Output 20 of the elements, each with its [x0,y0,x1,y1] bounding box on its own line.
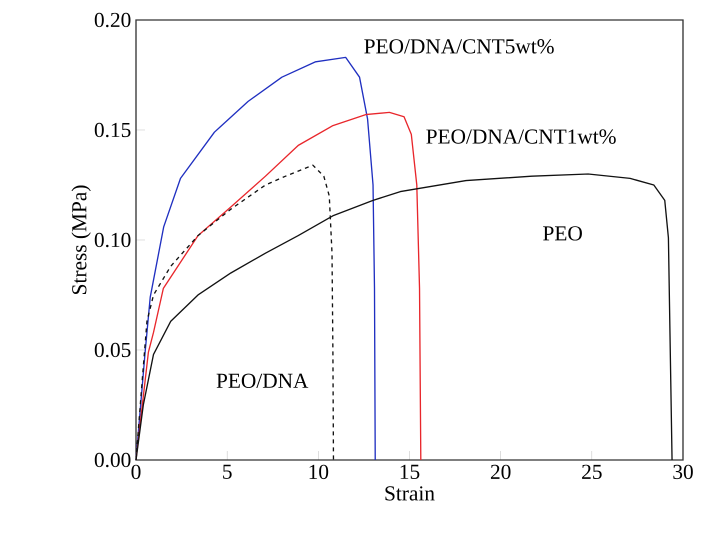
x-tick-label: 20 [490,464,511,480]
x-tick-label: 15 [400,464,420,479]
line-series [135,56,376,461]
line-series [135,112,422,461]
x-axis-title: Strain [385,486,435,501]
y-tick-label: 0.20 [94,12,130,28]
x-tick-label: 30 [673,464,693,480]
x-tick-label: 10 [310,464,328,480]
x-tick-label: 25 [582,464,602,480]
y-tick-label: 0.15 [94,122,130,138]
series-label: PEO/DNA/CNT5wt% [364,39,554,54]
x-tick-label: 5 [223,464,232,479]
x-tick-label: 0 [131,464,141,480]
y-axis-title: Stress (MPa) [71,186,91,294]
series-label: PEO/DNA/CNT1wt% [426,129,616,144]
y-tick-label: 0.00 [94,452,130,468]
y-tick-label: 0.10 [94,232,130,248]
text: PEO [543,226,582,241]
y-tick-label: 0.05 [94,342,130,358]
series-label: PEO/DNA [216,374,308,388]
